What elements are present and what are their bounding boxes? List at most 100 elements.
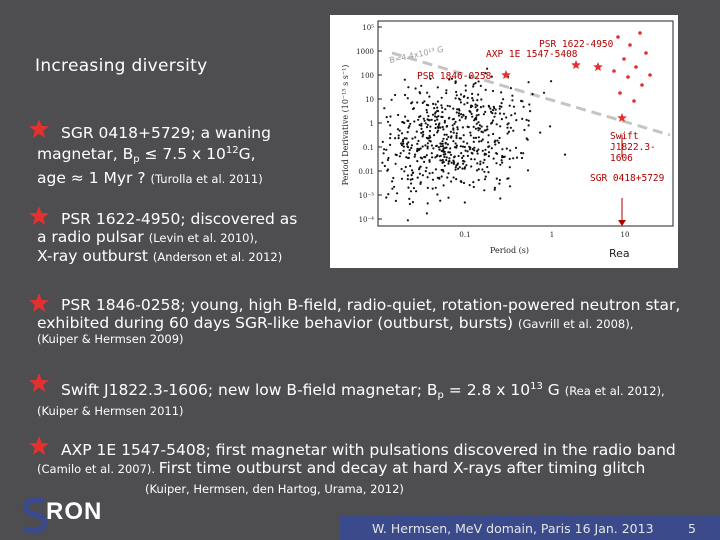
pulsar-point — [454, 142, 457, 145]
pulsar-point — [498, 105, 501, 108]
pulsar-point — [410, 169, 414, 172]
pulsar-point — [420, 84, 423, 87]
pulsar-point — [489, 107, 492, 110]
pulsar-point — [425, 126, 429, 129]
pulsar-point — [387, 156, 390, 160]
pulsar-point — [486, 125, 489, 128]
pulsar-point — [475, 116, 478, 119]
pulsar-point — [407, 141, 410, 144]
pulsar-point — [527, 81, 530, 84]
pulsar-point — [463, 145, 466, 149]
pulsar-point — [411, 178, 414, 181]
pulsar-point — [397, 134, 400, 137]
x-tick-label: 0.1 — [459, 231, 470, 239]
pulsar-point — [477, 80, 480, 83]
pulsar-point — [448, 159, 451, 163]
pulsar-point — [469, 134, 472, 137]
pulsar-point — [452, 176, 455, 179]
pulsar-point — [386, 169, 389, 172]
pulsar-point — [406, 97, 409, 100]
pulsar-point — [437, 110, 440, 113]
pulsar-point — [394, 137, 397, 140]
pulsar-point — [498, 112, 502, 115]
pulsar-point — [390, 98, 393, 101]
pulsar-point — [484, 72, 487, 75]
pulsar-point — [421, 135, 424, 138]
pulsar-point — [472, 136, 475, 139]
pulsar-point — [479, 106, 482, 109]
magnetar-point — [618, 91, 622, 95]
pulsar-point — [462, 162, 465, 165]
pulsar-point — [457, 97, 461, 100]
pulsar-point — [426, 142, 429, 145]
pulsar-point — [477, 178, 480, 182]
pulsar-point — [439, 145, 442, 148]
pulsar-point — [437, 115, 440, 118]
bullet-line: (Camilo et al. 2007). First time outburs… — [37, 459, 646, 477]
highlight-star-icon — [501, 70, 511, 79]
pulsar-point — [383, 164, 386, 168]
pulsar-point — [466, 154, 469, 157]
pulsar-point — [440, 104, 443, 107]
pulsar-point — [445, 125, 448, 128]
pulsar-point — [550, 80, 553, 83]
pulsar-point — [410, 144, 413, 147]
bullet-line: magnetar, Bp ≤ 7.5 x 1012G, — [37, 145, 256, 165]
y-tick-label: 1000 — [356, 48, 374, 56]
pulsar-point — [462, 113, 465, 116]
pulsar-point — [405, 137, 408, 140]
pulsar-point — [491, 121, 494, 124]
pulsar-point — [495, 152, 499, 155]
pulsar-point — [466, 142, 469, 145]
pulsar-point — [479, 163, 482, 166]
pulsar-point — [381, 161, 384, 164]
pulsar-point — [419, 181, 422, 184]
pulsar-point — [452, 131, 455, 134]
pulsar-point — [406, 131, 409, 134]
pulsar-point — [459, 180, 462, 183]
bullet-line: exhibited during 60 days SGR-like behavi… — [37, 314, 634, 332]
pulsar-point — [385, 148, 388, 151]
x-tick-label: 10 — [621, 231, 630, 239]
pulsar-point — [383, 107, 386, 110]
magnetar-point — [648, 73, 652, 77]
pulsar-point — [474, 106, 477, 109]
pulsar-point — [500, 118, 503, 121]
ppdot-diagram: B=4.4x10¹³ G Period Derivative (10⁻¹⁵ s … — [341, 20, 674, 255]
pulsar-point — [490, 75, 493, 78]
pulsar-point — [435, 144, 438, 148]
pulsar-point — [457, 167, 460, 170]
pulsar-point — [423, 160, 426, 163]
pulsar-point — [549, 125, 552, 128]
pulsar-point — [402, 140, 405, 143]
pulsar-point — [489, 110, 493, 113]
pulsar-point — [493, 188, 496, 191]
pulsar-point — [499, 163, 502, 166]
pulsar-point — [425, 136, 428, 139]
pulsar-point — [420, 124, 423, 127]
pulsar-point — [474, 127, 477, 130]
pulsar-point — [477, 93, 480, 96]
magnetar-point — [616, 35, 620, 39]
pulsar-point — [428, 172, 431, 175]
pulsar-point — [507, 130, 511, 133]
pulsar-point — [409, 178, 412, 181]
pulsar-point — [433, 115, 437, 118]
pulsar-point — [443, 119, 446, 122]
pulsar-point — [451, 124, 454, 127]
pulsar-point — [394, 93, 397, 97]
pulsar-point — [431, 171, 434, 174]
pulsar-point — [406, 142, 409, 146]
pulsar-point — [456, 163, 459, 166]
pulsar-point — [473, 119, 476, 122]
pulsar-point — [508, 166, 511, 169]
pulsar-point — [418, 115, 421, 118]
pulsar-point — [486, 165, 489, 169]
pulsar-point — [456, 108, 459, 111]
pulsar-point — [477, 129, 480, 132]
pulsar-point — [426, 176, 429, 179]
pulsar-point — [385, 116, 388, 119]
pulsar-point — [434, 168, 437, 171]
pulsar-point — [421, 174, 424, 177]
pulsar-point — [406, 219, 409, 222]
